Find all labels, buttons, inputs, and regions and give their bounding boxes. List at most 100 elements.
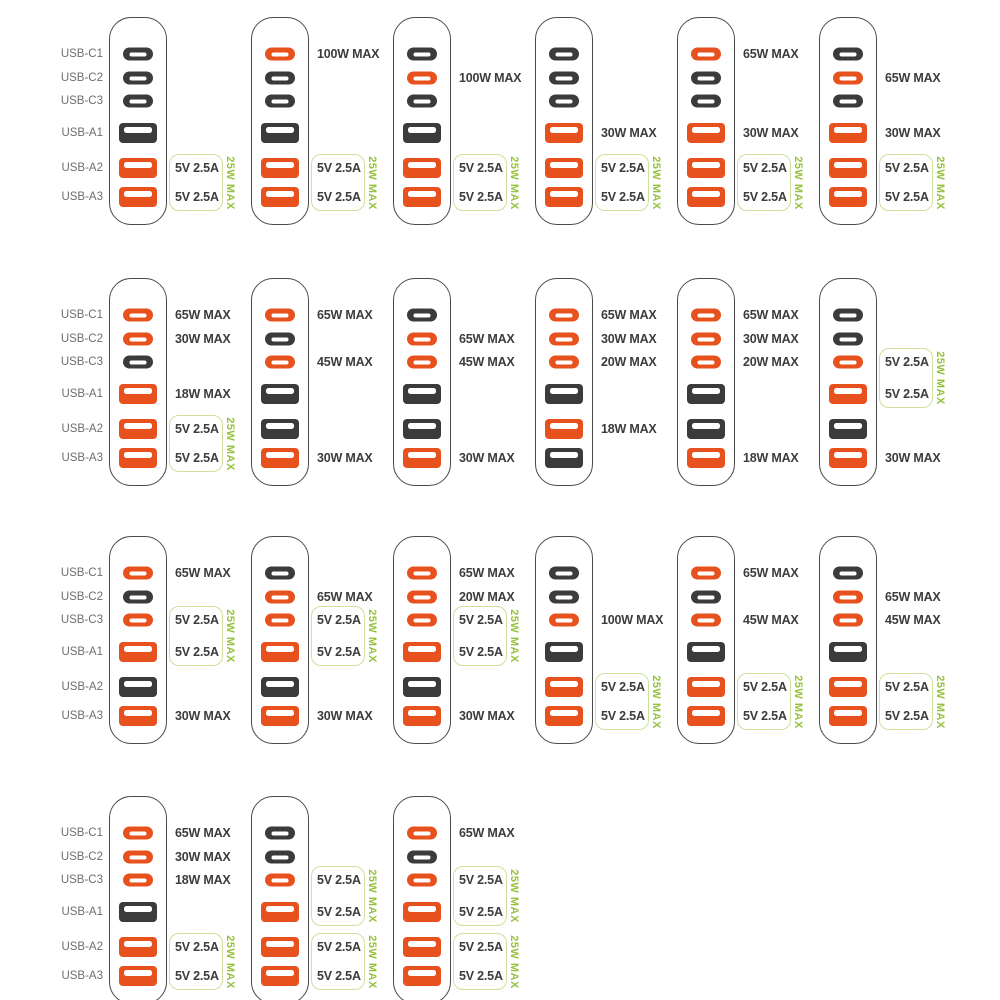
usb-a-port	[403, 187, 441, 207]
port-power-label: 5V 2.5A	[459, 969, 503, 983]
port-slot-icon	[834, 681, 862, 687]
usb-a-port	[829, 448, 867, 468]
combined-power-box	[169, 154, 223, 211]
port-power-label: 65W MAX	[175, 566, 231, 580]
usb-a-port	[545, 384, 583, 404]
usb-a-port	[403, 902, 441, 922]
port-power-label: 65W MAX	[743, 308, 799, 322]
port-slot-icon	[129, 831, 147, 835]
usb-c-port	[123, 613, 153, 627]
port-slot-icon	[550, 423, 578, 429]
usb-a-port	[545, 158, 583, 178]
port-slot-icon	[271, 618, 289, 622]
port-power-label: 65W MAX	[175, 826, 231, 840]
port-power-label: 5V 2.5A	[175, 422, 219, 436]
usb-a-port	[829, 677, 867, 697]
usb-a-port	[119, 706, 157, 726]
port-power-label: 30W MAX	[885, 451, 941, 465]
combined-power-max-label: 25W MAX	[508, 934, 520, 989]
port-slot-icon	[692, 127, 720, 133]
port-slot-icon	[834, 388, 862, 394]
combined-power-box	[737, 673, 791, 730]
port-slot-icon	[124, 646, 152, 652]
port-power-label: 100W MAX	[601, 613, 664, 627]
usb-c-port	[833, 308, 863, 322]
usb-c-port	[123, 850, 153, 864]
usb-c-port	[549, 613, 579, 627]
usb-a-port	[545, 419, 583, 439]
port-slot-icon	[834, 423, 862, 429]
port-power-label: 45W MAX	[459, 355, 515, 369]
usb-c-port	[123, 332, 153, 346]
usb-a-port	[119, 448, 157, 468]
combined-power-max-label: 25W MAX	[224, 155, 236, 210]
port-power-label: 5V 2.5A	[601, 161, 645, 175]
port-power-label: 5V 2.5A	[175, 161, 219, 175]
usb-c-port	[265, 613, 295, 627]
port-power-label: 5V 2.5A	[175, 940, 219, 954]
port-name-label: USB-A2	[61, 681, 103, 693]
port-slot-icon	[550, 710, 578, 716]
usb-c-port	[123, 47, 153, 61]
combined-power-max-label: 25W MAX	[934, 674, 946, 729]
port-slot-icon	[555, 337, 573, 341]
port-slot-icon	[692, 162, 720, 168]
usb-c-port	[833, 613, 863, 627]
port-slot-icon	[413, 337, 431, 341]
usb-a-port	[829, 642, 867, 662]
combined-power-max-label: 25W MAX	[224, 934, 236, 989]
port-slot-icon	[124, 423, 152, 429]
port-slot-icon	[697, 313, 715, 317]
port-slot-icon	[129, 878, 147, 882]
port-power-label: 5V 2.5A	[885, 709, 929, 723]
usb-c-port	[265, 47, 295, 61]
port-slot-icon	[550, 388, 578, 394]
usb-c-port	[833, 332, 863, 346]
usb-a-port	[119, 937, 157, 957]
port-slot-icon	[413, 99, 431, 103]
combined-power-max-label: 25W MAX	[366, 869, 378, 923]
port-name-label: USB-C1	[60, 48, 103, 60]
usb-a-port	[545, 642, 583, 662]
port-slot-icon	[266, 127, 294, 133]
usb-c-port	[833, 590, 863, 604]
port-power-label: 5V 2.5A	[175, 190, 219, 204]
usb-c-port	[407, 308, 437, 322]
combined-power-box	[311, 866, 365, 926]
port-slot-icon	[692, 681, 720, 687]
usb-a-port	[261, 966, 299, 986]
port-power-label: 30W MAX	[743, 332, 799, 346]
usb-c-port	[265, 566, 295, 580]
port-power-label: 5V 2.5A	[317, 190, 361, 204]
usb-a-port	[687, 642, 725, 662]
usb-c-port	[123, 308, 153, 322]
port-name-label: USB-A1	[61, 127, 103, 139]
port-slot-icon	[839, 571, 857, 575]
port-power-label: 5V 2.5A	[317, 613, 361, 627]
port-slot-icon	[271, 855, 289, 859]
usb-c-port	[549, 47, 579, 61]
usb-a-port	[545, 187, 583, 207]
usb-a-port	[119, 642, 157, 662]
port-power-label: 5V 2.5A	[601, 709, 645, 723]
port-slot-icon	[550, 646, 578, 652]
usb-c-port	[407, 355, 437, 369]
port-power-label: 5V 2.5A	[743, 680, 787, 694]
port-power-label: 5V 2.5A	[317, 940, 361, 954]
port-slot-icon	[413, 878, 431, 882]
port-slot-icon	[124, 970, 152, 976]
port-slot-icon	[266, 423, 294, 429]
port-power-label: 5V 2.5A	[885, 190, 929, 204]
port-slot-icon	[124, 191, 152, 197]
port-power-label: 65W MAX	[601, 308, 657, 322]
usb-a-port	[687, 187, 725, 207]
port-slot-icon	[839, 99, 857, 103]
port-power-label: 65W MAX	[743, 47, 799, 61]
usb-c-port	[549, 590, 579, 604]
port-slot-icon	[834, 162, 862, 168]
port-slot-icon	[692, 191, 720, 197]
usb-c-port	[407, 590, 437, 604]
port-slot-icon	[697, 76, 715, 80]
port-power-label: 5V 2.5A	[885, 355, 929, 369]
